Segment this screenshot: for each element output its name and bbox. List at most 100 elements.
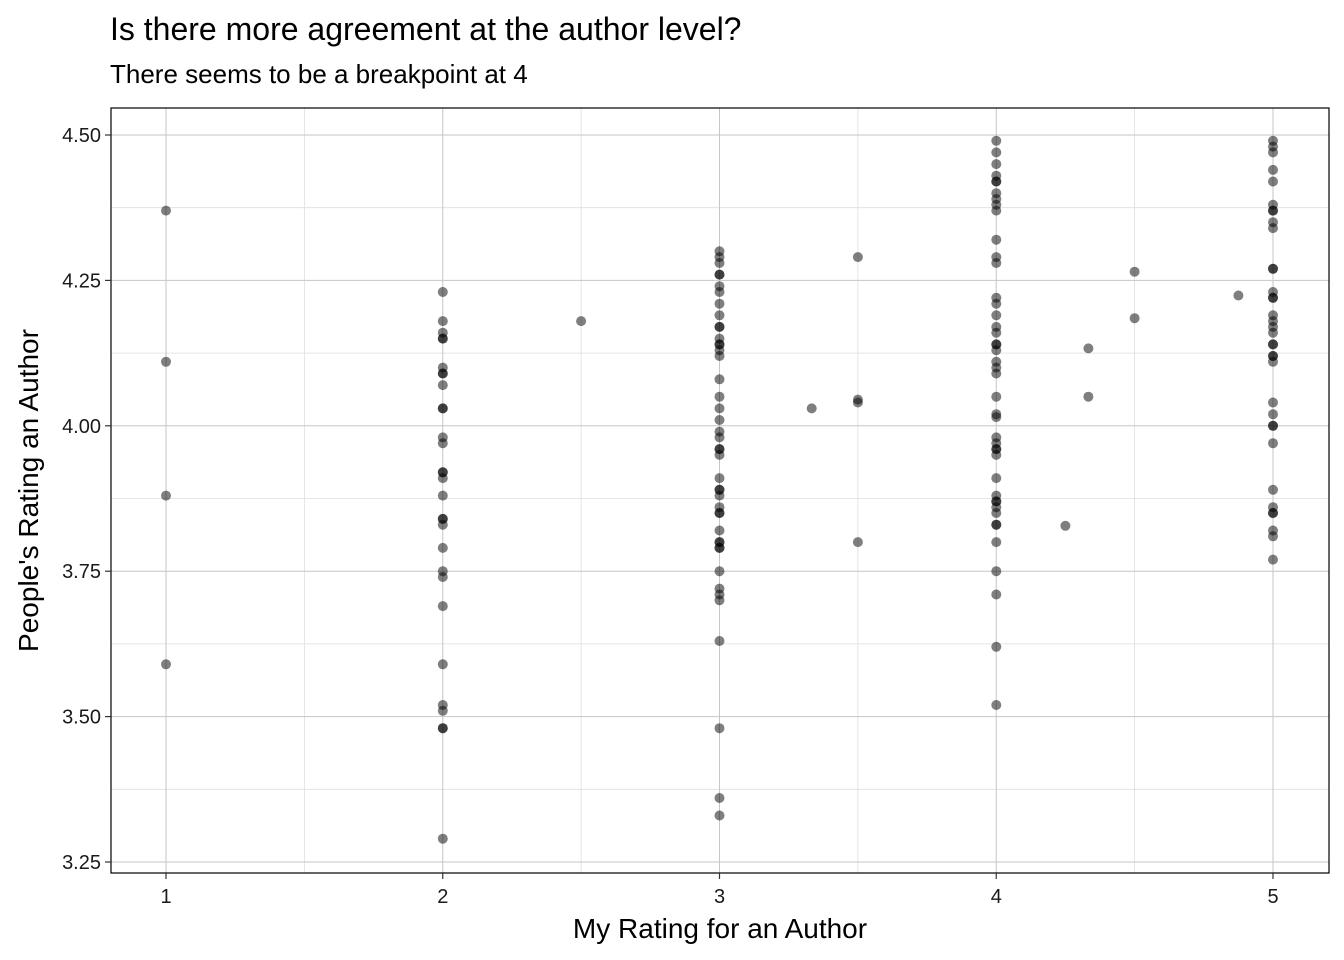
data-point — [714, 310, 725, 321]
data-point — [1268, 554, 1278, 565]
data-point — [437, 403, 448, 414]
data-point — [1083, 343, 1094, 354]
y-tick-label: 4.50 — [62, 125, 101, 147]
data-point — [991, 159, 1002, 170]
data-point — [714, 415, 725, 425]
data-point — [991, 234, 1002, 245]
data-point — [437, 659, 448, 670]
x-axis: 1 2 3 4 5 — [160, 873, 1279, 908]
data-point — [991, 700, 1002, 710]
y-tick-label: 4.25 — [62, 270, 101, 292]
data-point — [714, 432, 725, 443]
data-point — [1268, 356, 1278, 367]
data-point — [1268, 484, 1278, 495]
data-point — [1060, 520, 1071, 531]
data-point — [991, 205, 1002, 216]
data-point — [161, 490, 171, 501]
data-point — [1129, 266, 1140, 277]
data-point — [161, 356, 171, 367]
data-point — [991, 519, 1002, 530]
data-point — [437, 287, 448, 297]
data-point — [437, 519, 448, 530]
data-point — [852, 252, 863, 263]
data-point — [991, 135, 1002, 146]
data-point — [1268, 508, 1278, 518]
data-point — [714, 298, 725, 309]
data-points — [161, 135, 1278, 844]
data-point — [161, 659, 171, 670]
x-axis-title: My Rating for an Author — [573, 913, 867, 944]
data-point — [714, 449, 725, 460]
data-point — [1268, 223, 1278, 234]
data-point — [991, 449, 1002, 460]
data-point — [714, 351, 725, 361]
data-point — [714, 595, 725, 606]
y-tick-label: 3.75 — [62, 561, 101, 583]
data-point — [852, 397, 863, 408]
data-point — [714, 490, 725, 501]
data-point — [1268, 263, 1278, 274]
data-point — [714, 810, 725, 821]
data-point — [1268, 205, 1278, 216]
data-point — [1268, 176, 1278, 187]
data-point — [714, 473, 725, 484]
y-tick-label: 3.25 — [62, 852, 101, 874]
data-point — [1268, 420, 1278, 431]
data-point — [437, 723, 448, 734]
chart-subtitle: There seems to be a breakpoint at 4 — [110, 59, 528, 89]
data-point — [576, 316, 587, 327]
data-point — [1268, 292, 1278, 303]
data-point — [437, 333, 448, 344]
data-point — [1268, 438, 1278, 449]
x-tick-label: 3 — [714, 886, 725, 908]
data-point — [437, 438, 448, 449]
data-point — [991, 589, 1002, 600]
data-point — [714, 508, 725, 518]
data-point — [714, 403, 725, 414]
data-point — [437, 490, 448, 501]
data-point — [1268, 409, 1278, 420]
x-tick-label: 2 — [437, 886, 448, 908]
chart-title: Is there more agreement at the author le… — [110, 11, 742, 47]
data-point — [991, 412, 1002, 423]
data-point — [437, 542, 448, 553]
x-tick-label: 4 — [991, 886, 1002, 908]
data-point — [991, 537, 1002, 548]
data-point — [437, 833, 448, 844]
data-point — [437, 705, 448, 716]
data-point — [714, 321, 725, 332]
data-point — [714, 374, 725, 385]
data-point — [714, 566, 725, 577]
data-point — [437, 380, 448, 391]
data-point — [714, 287, 725, 297]
data-point — [991, 508, 1002, 518]
data-point — [1233, 290, 1244, 301]
y-tick-label: 4.00 — [62, 416, 101, 438]
data-point — [991, 258, 1002, 268]
data-point — [437, 473, 448, 484]
x-tick-label: 5 — [1267, 886, 1278, 908]
data-point — [991, 345, 1002, 356]
data-point — [991, 147, 1002, 158]
data-point — [991, 566, 1002, 577]
data-point — [1129, 313, 1140, 324]
data-point — [991, 368, 1002, 379]
data-point — [714, 525, 725, 536]
data-point — [714, 542, 725, 553]
y-tick-label: 3.50 — [62, 707, 101, 729]
data-point — [1268, 164, 1278, 175]
data-point — [1268, 147, 1278, 158]
data-point — [1268, 531, 1278, 542]
data-point — [714, 636, 725, 646]
data-point — [991, 641, 1002, 652]
data-point — [991, 391, 1002, 402]
data-point — [991, 473, 1002, 484]
data-point — [991, 298, 1002, 309]
data-point — [1083, 391, 1094, 402]
data-point — [714, 723, 725, 734]
data-point — [714, 793, 725, 803]
data-point — [437, 316, 448, 327]
data-point — [991, 310, 1002, 321]
data-point — [437, 572, 448, 582]
data-point — [714, 269, 725, 280]
